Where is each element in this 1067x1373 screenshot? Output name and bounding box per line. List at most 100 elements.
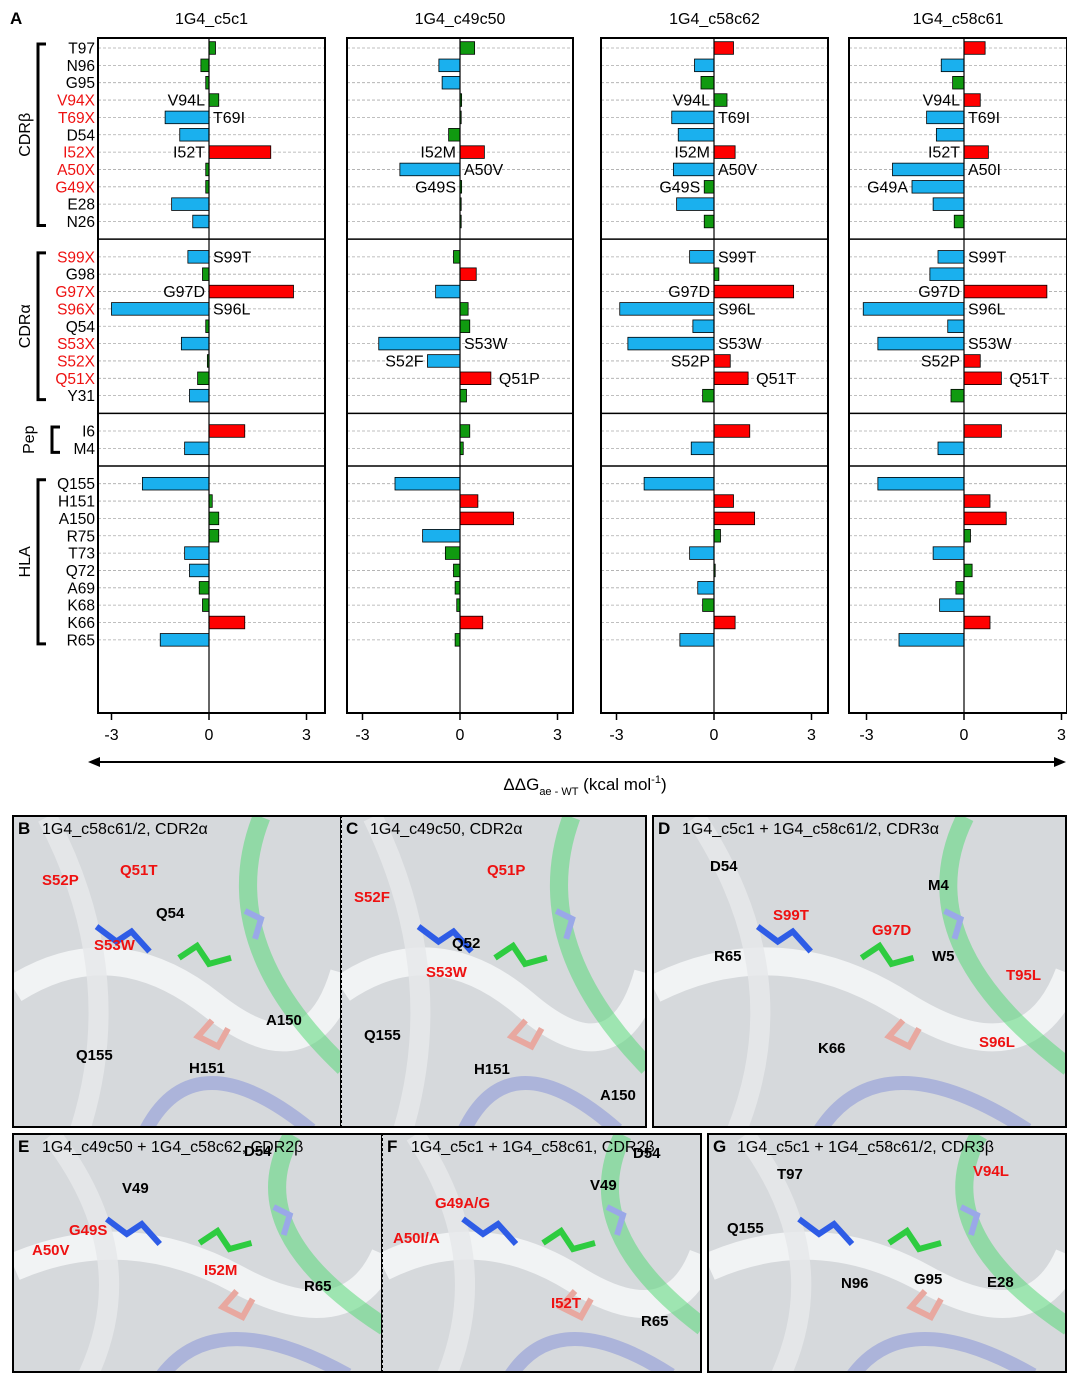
residue-label: S52F: [354, 889, 390, 906]
structure-shape: [193, 1018, 231, 1051]
bar: [689, 250, 715, 264]
row-label: M4: [73, 441, 95, 458]
structure-shape: [156, 1332, 352, 1371]
bar: [459, 371, 492, 386]
bar: [643, 476, 715, 491]
row-label: Q54: [66, 319, 96, 336]
bar: [453, 563, 461, 578]
structure-shape: [342, 947, 645, 1052]
x-label-unit: (kcal mol: [578, 775, 651, 794]
residue-label: G97D: [872, 922, 912, 939]
bar: [950, 388, 965, 403]
bar: [435, 284, 461, 299]
structure-panel-e: E 1G4_c49c50 + 1G4_c58c62, CDR2β D54 V49 G49…: [12, 1133, 383, 1373]
bar: [713, 371, 749, 386]
panel-letter: F: [387, 1137, 398, 1156]
bar: [208, 41, 216, 55]
bar: [932, 197, 965, 211]
bar: [208, 529, 220, 543]
residue-label: M4: [928, 877, 949, 894]
mutation-label: G97D: [163, 284, 205, 301]
x-label-main: ΔΔG: [503, 775, 539, 794]
bar: [700, 76, 715, 90]
residue-label: I52M: [204, 1262, 238, 1279]
x-tick-label: 3: [302, 727, 311, 744]
residue-label: S53W: [94, 937, 135, 954]
structure-shape: [506, 1018, 545, 1051]
panel-letter: E: [18, 1137, 30, 1156]
row-label: I52X: [63, 145, 96, 162]
mutation-label: Q51P: [499, 371, 540, 388]
row-label: S52X: [57, 353, 96, 370]
row-label: G95: [66, 75, 95, 92]
bar: [676, 197, 715, 211]
residue-label: I52T: [551, 1295, 582, 1312]
residue-label: R65: [714, 948, 742, 965]
group-bracket: [36, 478, 46, 646]
mutation-label: Q51T: [1009, 371, 1049, 388]
bar: [937, 250, 965, 264]
residue-label: Q155: [727, 1220, 764, 1237]
structure-shape: [243, 908, 265, 940]
bar: [713, 267, 720, 281]
bar: [703, 214, 715, 229]
structure-shape: [906, 1289, 944, 1321]
mutation-label: S99T: [213, 249, 251, 266]
residue-label: Q51P: [487, 862, 526, 879]
molecular-structure-image: [383, 1135, 700, 1371]
panel-letter: D: [658, 819, 671, 838]
bar: [963, 563, 973, 578]
bar: [926, 110, 965, 125]
residue-label: S96L: [979, 1034, 1015, 1051]
mutation-label: T69I: [718, 110, 750, 127]
group-label: CDRβ: [17, 113, 34, 157]
panel-title: 1G4_c49c50, CDR2α: [370, 821, 523, 838]
bar: [963, 93, 981, 107]
bar: [187, 250, 210, 264]
residue-label: D54: [710, 858, 738, 875]
bar: [208, 615, 246, 630]
group-label: Pep: [21, 425, 38, 454]
structure-shape: [884, 1018, 922, 1051]
bar: [692, 319, 715, 333]
bar: [713, 529, 721, 543]
mutation-label: V94L: [673, 93, 710, 110]
row-label: A69: [67, 580, 95, 597]
x-tick-label: -3: [859, 727, 873, 744]
mutation-label: A50V: [464, 162, 503, 179]
bar: [200, 58, 210, 73]
structure-shape: [736, 1135, 812, 1371]
row-label: S96X: [57, 301, 96, 318]
bar: [713, 424, 751, 438]
residue-label: R65: [641, 1313, 669, 1330]
bar: [427, 354, 461, 368]
bar: [180, 336, 210, 351]
structure-shape: [493, 941, 548, 968]
row-label: Q51X: [55, 371, 95, 388]
residue-label: W5: [932, 948, 955, 965]
structure-shape: [847, 1332, 1037, 1371]
structure-shape: [239, 817, 340, 1074]
bar: [963, 371, 1002, 386]
mutation-label: T69I: [213, 110, 245, 127]
row-label: Q72: [66, 563, 95, 580]
row-label: H151: [58, 494, 95, 511]
bar: [939, 598, 965, 612]
bar: [679, 633, 715, 647]
mutation-label: G97D: [918, 284, 960, 301]
residue-label: S53W: [426, 964, 467, 981]
structure-shape: [549, 817, 645, 1074]
panel-title: 1G4_c5c1 + 1G4_c58c61/2, CDR3α: [682, 821, 939, 838]
molecular-structure-image: [709, 1135, 1065, 1371]
bar: [953, 214, 965, 229]
row-label: Y31: [67, 388, 95, 405]
row-label: R65: [67, 632, 95, 649]
bar: [937, 441, 965, 456]
residue-label: K66: [818, 1040, 846, 1057]
group-bracket: [36, 42, 46, 227]
structure-shape: [755, 924, 813, 954]
x-tick-label: 0: [960, 727, 969, 744]
structure-panel-f: F 1G4_c5c1 + 1G4_c58c61, CDR2β V49 D54 G49A/…: [382, 1133, 702, 1373]
group-label: CDRα: [17, 304, 34, 348]
structure-shape: [943, 908, 965, 940]
